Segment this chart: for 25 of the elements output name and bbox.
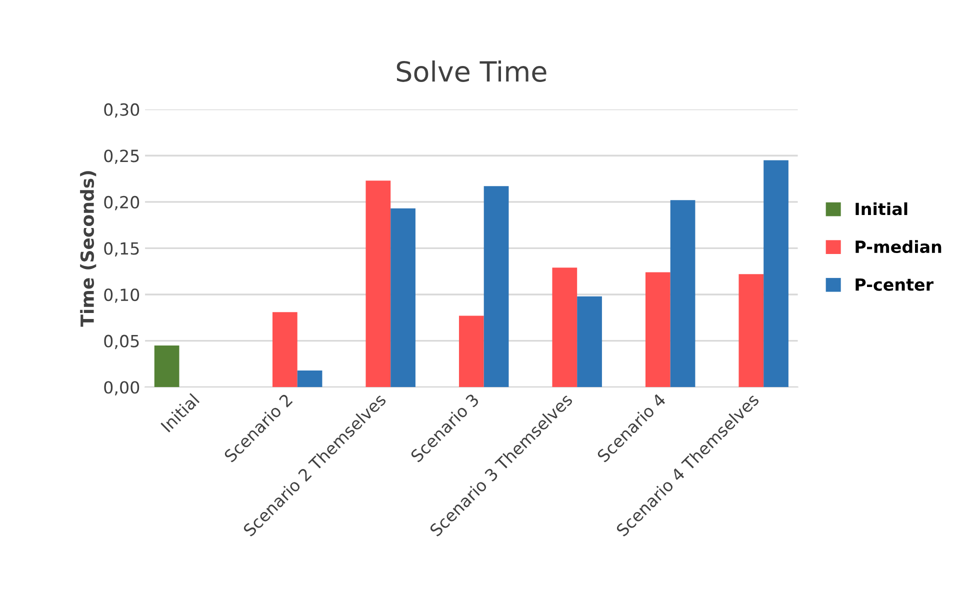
y-tick-label: 0,30	[104, 103, 140, 118]
bar	[645, 272, 670, 388]
bar	[390, 208, 416, 388]
legend-label: P-median	[856, 240, 942, 254]
y-tick-label: 0,00	[104, 381, 140, 396]
y-tick-label: 0,15	[104, 242, 139, 256]
bar	[552, 268, 578, 388]
bar	[458, 316, 484, 388]
legend-label: P-center	[856, 278, 934, 291]
y-tick-label: 0,05	[104, 334, 139, 350]
bar	[738, 274, 764, 388]
y-axis-title: Time (Seconds)	[80, 171, 96, 327]
legend-label: Initial	[856, 202, 908, 216]
bar	[577, 296, 602, 388]
bar	[484, 186, 509, 388]
bar	[670, 200, 696, 388]
y-tick-label: 0,20	[104, 196, 140, 210]
bar	[154, 345, 180, 388]
chart-title: Solve Time	[396, 60, 546, 82]
y-tick-label: 0,25	[104, 150, 139, 164]
bar	[366, 180, 391, 388]
bar	[764, 160, 788, 388]
bar	[272, 312, 298, 388]
bar	[297, 370, 322, 388]
y-tick-label: 0,10	[104, 288, 140, 303]
